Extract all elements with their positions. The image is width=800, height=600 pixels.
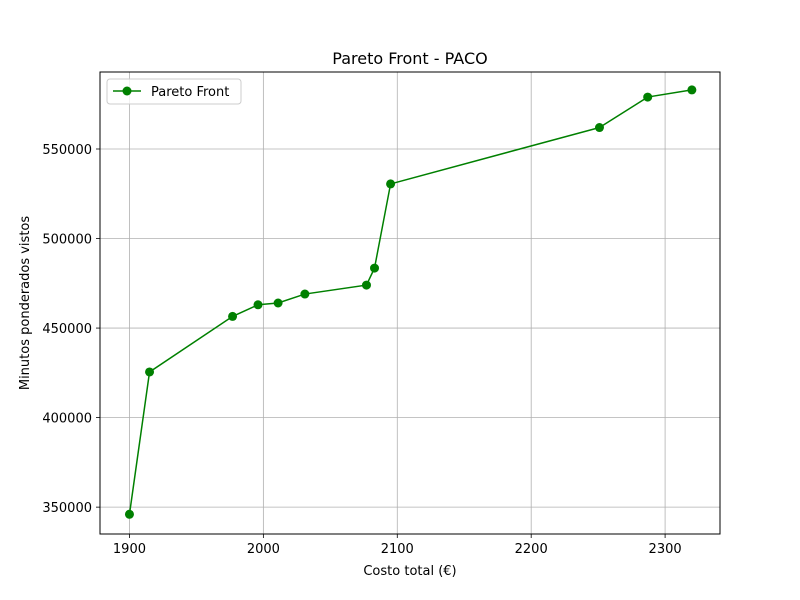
data-point	[145, 367, 155, 377]
x-tick-label: 2100	[381, 542, 414, 557]
x-tick-label: 2300	[649, 542, 682, 557]
plot-frame	[99, 71, 721, 535]
legend: Pareto Front	[106, 78, 242, 105]
series-line	[128, 89, 692, 515]
y-tick-label: 500000	[42, 233, 92, 248]
data-point	[253, 300, 263, 310]
chart-title: Pareto Front - PACO	[332, 49, 487, 68]
data-point	[594, 123, 604, 133]
data-point	[124, 509, 134, 519]
y-axis-label: Minutos ponderados vistos	[18, 216, 33, 391]
data-point	[386, 179, 396, 189]
x-tick-label: 2200	[515, 542, 548, 557]
data-point	[687, 85, 697, 95]
x-axis-label: Costo total (€)	[363, 564, 456, 579]
legend-marker-swatch	[122, 86, 132, 96]
data-point	[273, 298, 283, 308]
x-tick-label: 2000	[247, 542, 280, 557]
data-point	[361, 280, 371, 290]
data-point	[643, 92, 653, 102]
axis-ticks: 1900 2000 2100 2200 2300 350000 400000 450000 50…	[42, 143, 681, 557]
data-point	[370, 263, 380, 273]
y-tick-label: 350000	[42, 501, 92, 516]
legend-label: Pareto Front	[151, 85, 229, 100]
legend-box	[106, 78, 242, 105]
series-layer	[124, 85, 697, 519]
y-tick-label: 450000	[42, 322, 92, 337]
y-tick-label: 550000	[42, 143, 92, 158]
data-point	[300, 289, 310, 299]
x-tick-label: 1900	[113, 542, 146, 557]
y-tick-label: 400000	[42, 412, 92, 427]
grid	[100, 72, 720, 534]
data-point	[228, 311, 238, 321]
